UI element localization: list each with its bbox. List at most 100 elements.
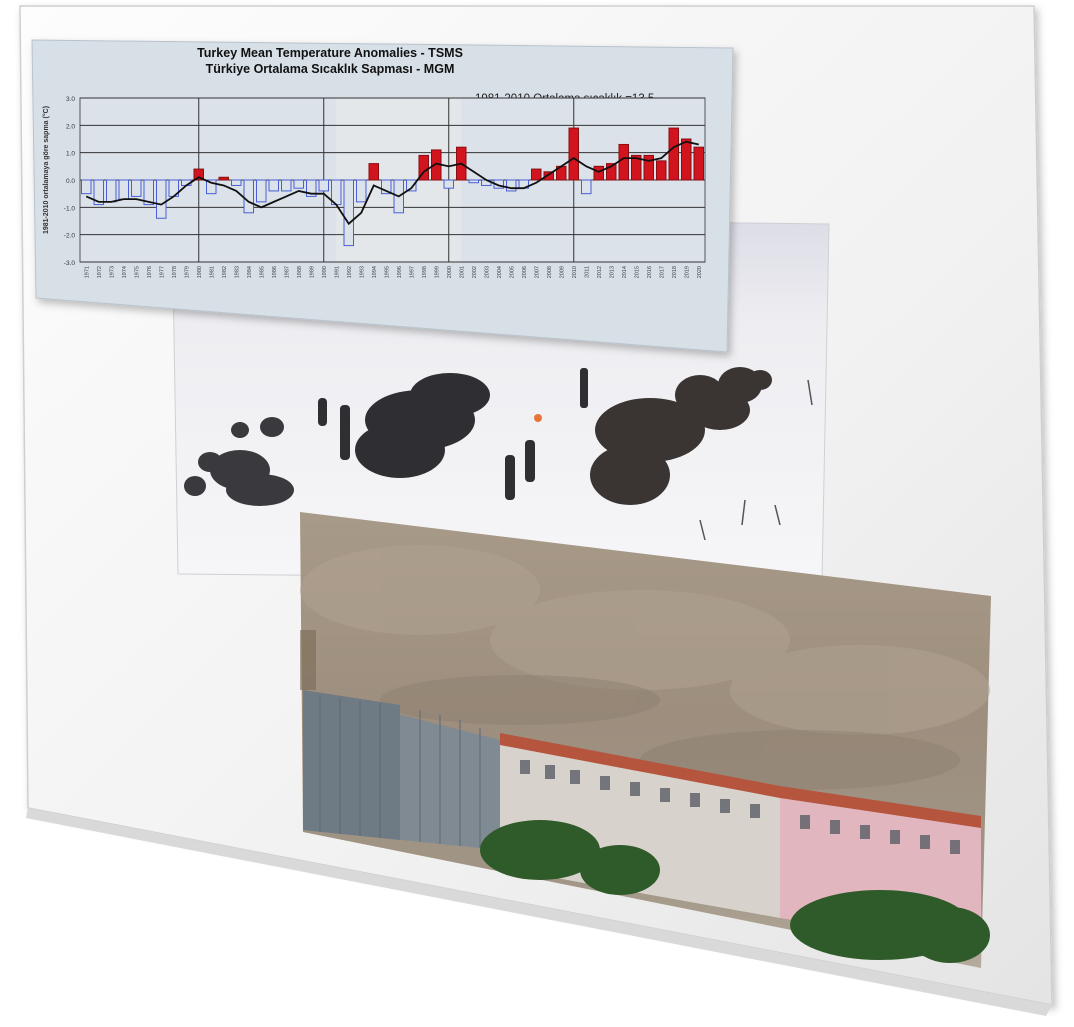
bar-positive <box>618 143 629 181</box>
x-tick-label: 2002 <box>472 266 478 278</box>
x-tick-label: 2013 <box>609 266 615 278</box>
bar-positive <box>368 163 379 181</box>
x-tick-label: 1995 <box>384 266 390 278</box>
x-tick-label: 1988 <box>297 266 303 278</box>
x-tick-label: 1982 <box>222 266 228 278</box>
x-tick-label: 1994 <box>372 266 378 278</box>
bar-negative <box>268 179 279 192</box>
x-tick-label: 1974 <box>122 266 128 278</box>
x-tick-label: 1990 <box>322 266 328 278</box>
bar-negative <box>206 179 217 195</box>
bar-negative <box>406 179 417 192</box>
x-tick-label: 2009 <box>559 266 565 278</box>
x-tick-label: 2000 <box>447 266 453 278</box>
bar-positive <box>681 138 692 181</box>
x-tick-label: 1996 <box>397 266 403 278</box>
bar-negative <box>318 179 329 192</box>
x-tick-label: 2006 <box>522 266 528 278</box>
bar-positive <box>543 171 554 181</box>
bar-negative <box>231 179 242 186</box>
bar-negative <box>93 179 104 206</box>
bar-negative <box>506 179 517 192</box>
bar-negative <box>356 179 367 203</box>
bar-negative <box>118 179 129 200</box>
y-tick-label: 1.0 <box>66 151 75 158</box>
chart-subtitle: Türkiye Ortalama Sıcaklık Sapması - MGM <box>206 62 455 76</box>
y-tick-label: 0.0 <box>66 178 75 185</box>
bar-negative <box>281 179 292 192</box>
y-tick-label: -3.0 <box>64 260 76 267</box>
x-tick-label: 1991 <box>334 266 340 278</box>
x-tick-label: 2008 <box>547 266 553 278</box>
x-tick-label: 2014 <box>622 266 628 278</box>
y-tick-label: 2.0 <box>66 123 75 130</box>
bar-positive <box>643 154 654 181</box>
bar-negative <box>343 179 354 247</box>
x-tick-label: 2019 <box>684 266 690 278</box>
x-tick-label: 2011 <box>584 266 590 278</box>
x-tick-label: 2005 <box>509 266 515 278</box>
x-tick-label: 1979 <box>184 266 190 278</box>
bar-negative <box>131 179 142 197</box>
x-tick-label: 1999 <box>434 266 440 278</box>
x-tick-label: 1989 <box>309 266 315 278</box>
x-tick-label: 1998 <box>422 266 428 278</box>
x-tick-label: 2018 <box>672 266 678 278</box>
dust-storm-city-photo <box>300 512 991 968</box>
x-tick-label: 2016 <box>647 266 653 278</box>
trend-line <box>85 140 699 226</box>
bar-positive <box>593 165 604 181</box>
x-tick-label: 1997 <box>409 266 415 278</box>
chart-title: Turkey Mean Temperature Anomalies - TSMS <box>197 46 463 60</box>
bar-negative <box>243 179 254 214</box>
bar-positive <box>668 127 679 181</box>
bar-negative <box>293 179 304 189</box>
bar-negative <box>306 179 317 197</box>
bar-positive <box>568 127 579 181</box>
x-tick-label: 1981 <box>209 266 215 278</box>
x-tick-label: 1975 <box>134 266 140 278</box>
bar-positive <box>531 168 542 181</box>
plot-area: 3.0 2.0 1.0 0.0 -1.0 -2.0 -3.0 1971 1972 1973 1974… <box>64 96 706 278</box>
chart-card: Turkey Mean Temperature Anomalies - TSMS… <box>31 39 734 353</box>
x-tick-label: 1985 <box>259 266 265 278</box>
bar-negative <box>581 179 592 195</box>
x-tick-label: 1987 <box>284 266 290 278</box>
bar-negative <box>81 179 92 195</box>
x-tick-label: 1973 <box>109 266 115 278</box>
bar-positive <box>693 146 704 181</box>
x-tick-label: 2020 <box>697 266 703 278</box>
x-tick-label: 2007 <box>534 266 540 278</box>
bar-positive <box>606 163 617 181</box>
bar-positive <box>631 154 642 181</box>
x-tick-label: 1993 <box>359 266 365 278</box>
x-tick-label: 2003 <box>484 266 490 278</box>
x-tick-label: 2001 <box>459 266 465 278</box>
x-tick-label: 1978 <box>172 266 178 278</box>
bar-negative <box>381 179 392 195</box>
x-tick-label: 1986 <box>272 266 278 278</box>
y-tick-label: 3.0 <box>66 96 75 103</box>
bar-negative <box>106 179 117 203</box>
y-tick-label: -1.0 <box>64 205 76 212</box>
x-tick-label: 2004 <box>497 266 503 278</box>
bar-negative <box>143 179 154 206</box>
x-tick-label: 2017 <box>659 266 665 278</box>
x-tick-label: 2012 <box>597 266 603 278</box>
x-tick-label: 1971 <box>84 266 90 278</box>
bar-positive <box>218 176 229 181</box>
x-tick-label: 1976 <box>147 266 153 278</box>
y-tick-label: -2.0 <box>64 233 76 240</box>
bar-negative <box>156 179 167 219</box>
x-tick-label: 2015 <box>634 266 640 278</box>
x-tick-label: 1983 <box>234 266 240 278</box>
bar-negative <box>443 179 454 189</box>
x-tick-label: 1977 <box>159 266 165 278</box>
x-tick-label: 1992 <box>347 266 353 278</box>
x-tick-label: 1972 <box>97 266 103 278</box>
bar-negative <box>468 179 479 184</box>
y-axis-label: 1981-2010 ortalamaya göre sapma (°C) <box>42 106 50 234</box>
x-tick-label: 1984 <box>247 266 253 278</box>
